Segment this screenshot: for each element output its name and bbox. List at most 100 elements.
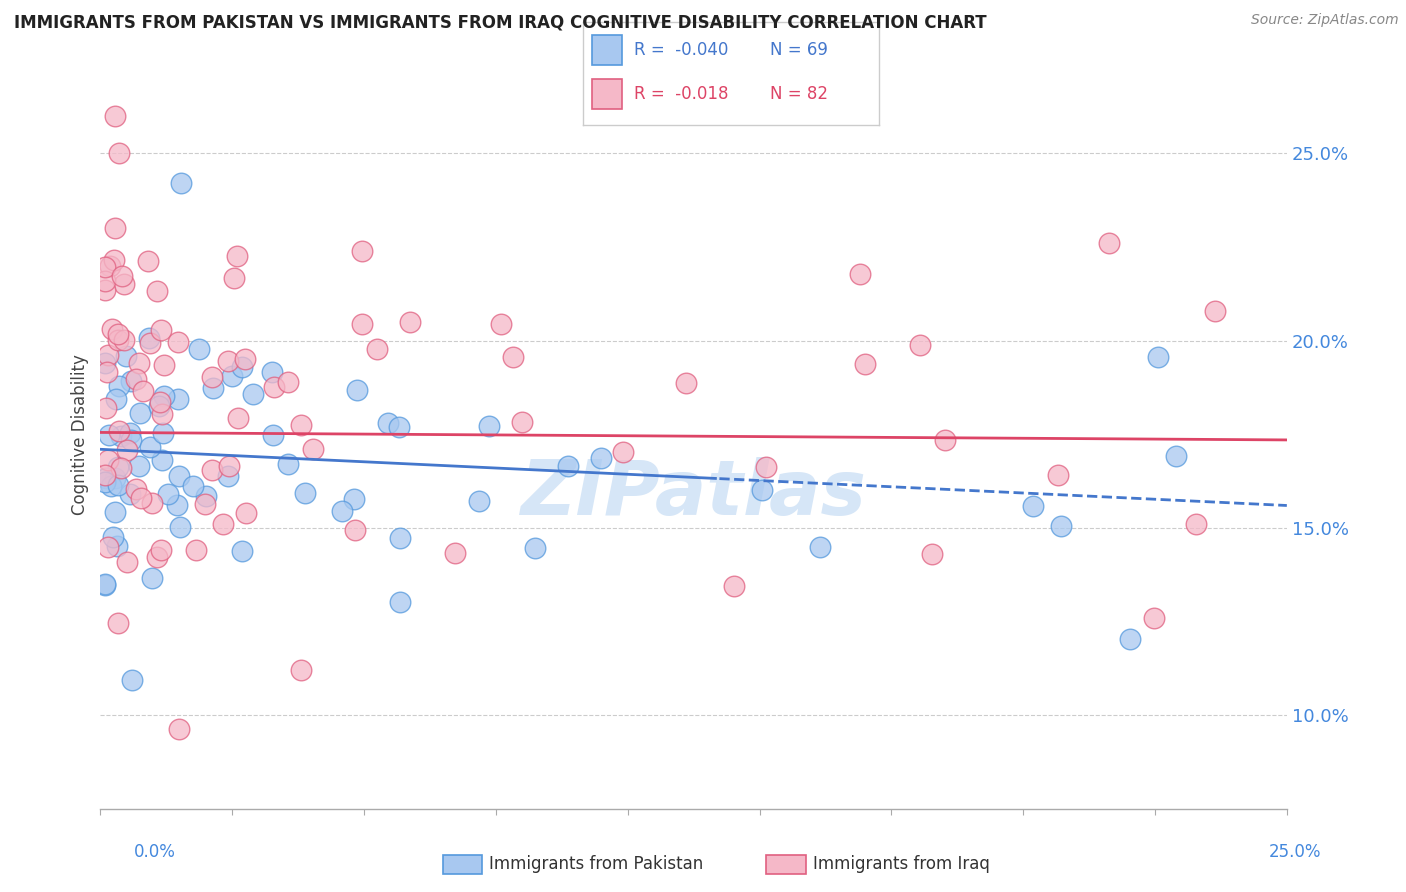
Point	[263, 380, 285, 394]
Point	[808, 540, 831, 554]
Point	[591, 450, 613, 465]
Point	[231, 359, 253, 374]
Point	[167, 392, 190, 407]
Point	[152, 425, 174, 440]
Point	[478, 418, 501, 433]
Text: Immigrants from Pakistan: Immigrants from Pakistan	[489, 855, 703, 873]
Point	[290, 663, 312, 677]
Point	[141, 571, 163, 585]
Point	[125, 482, 148, 496]
Point	[108, 424, 131, 438]
Point	[388, 531, 411, 545]
Point	[921, 547, 943, 561]
Point	[242, 386, 264, 401]
Point	[194, 489, 217, 503]
Point	[1166, 449, 1188, 463]
Point	[115, 442, 138, 457]
Point	[294, 486, 316, 500]
Point	[129, 406, 152, 420]
Point	[115, 349, 138, 363]
Point	[167, 469, 190, 483]
Point	[1118, 632, 1140, 647]
Point	[233, 351, 256, 366]
Point	[1097, 235, 1119, 250]
Point	[201, 463, 224, 477]
Point	[149, 394, 172, 409]
Bar	[592, 78, 621, 110]
Point	[1204, 303, 1226, 318]
Point	[491, 317, 513, 331]
Point	[138, 331, 160, 345]
Text: R =  -0.040: R = -0.040	[634, 41, 728, 59]
Point	[150, 452, 173, 467]
Point	[110, 460, 132, 475]
Point	[104, 471, 127, 485]
Point	[187, 342, 209, 356]
Point	[510, 415, 533, 429]
Point	[755, 460, 778, 475]
Point	[1049, 519, 1071, 533]
Point	[94, 578, 117, 592]
Point	[138, 336, 160, 351]
Point	[115, 555, 138, 569]
Point	[231, 543, 253, 558]
Point	[97, 540, 120, 554]
Point	[94, 467, 117, 482]
Point	[94, 274, 117, 288]
Point	[167, 722, 190, 736]
Point	[103, 252, 125, 267]
Text: N = 69: N = 69	[769, 41, 827, 59]
Point	[612, 445, 634, 459]
Point	[128, 356, 150, 370]
Point	[346, 384, 368, 398]
Point	[146, 549, 169, 564]
Point	[217, 468, 239, 483]
Point	[181, 479, 204, 493]
Point	[96, 401, 118, 416]
Point	[849, 267, 872, 281]
Point	[222, 271, 245, 285]
Point	[201, 370, 224, 384]
Point	[97, 452, 120, 467]
Point	[98, 259, 121, 273]
Point	[523, 541, 546, 555]
Point	[1146, 351, 1168, 365]
Point	[934, 433, 956, 447]
Point	[467, 493, 489, 508]
Point	[343, 491, 366, 506]
Point	[107, 334, 129, 348]
Point	[150, 407, 173, 421]
Point	[1047, 468, 1070, 483]
Point	[141, 496, 163, 510]
Point	[1184, 516, 1206, 531]
Point	[128, 458, 150, 473]
Point	[121, 673, 143, 687]
Point	[103, 221, 125, 235]
Point	[97, 348, 120, 362]
Point	[148, 399, 170, 413]
Point	[107, 477, 129, 491]
Point	[444, 546, 467, 560]
Point	[184, 543, 207, 558]
Point	[169, 519, 191, 533]
Point	[108, 146, 131, 161]
Point	[166, 499, 188, 513]
Point	[105, 392, 128, 407]
Point	[1022, 500, 1045, 514]
Point	[132, 384, 155, 398]
Point	[98, 427, 121, 442]
Text: IMMIGRANTS FROM PAKISTAN VS IMMIGRANTS FROM IRAQ COGNITIVE DISABILITY CORRELATIO: IMMIGRANTS FROM PAKISTAN VS IMMIGRANTS F…	[14, 13, 987, 31]
Point	[94, 260, 117, 275]
Point	[167, 335, 190, 350]
Text: 25.0%: 25.0%	[1270, 843, 1322, 861]
Point	[332, 504, 354, 518]
Point	[108, 379, 131, 393]
Point	[107, 460, 129, 475]
Point	[908, 338, 931, 352]
Point	[675, 376, 697, 390]
Text: Immigrants from Iraq: Immigrants from Iraq	[813, 855, 990, 873]
Point	[221, 369, 243, 384]
Text: 0.0%: 0.0%	[134, 843, 176, 861]
Point	[146, 284, 169, 298]
Point	[125, 372, 148, 386]
